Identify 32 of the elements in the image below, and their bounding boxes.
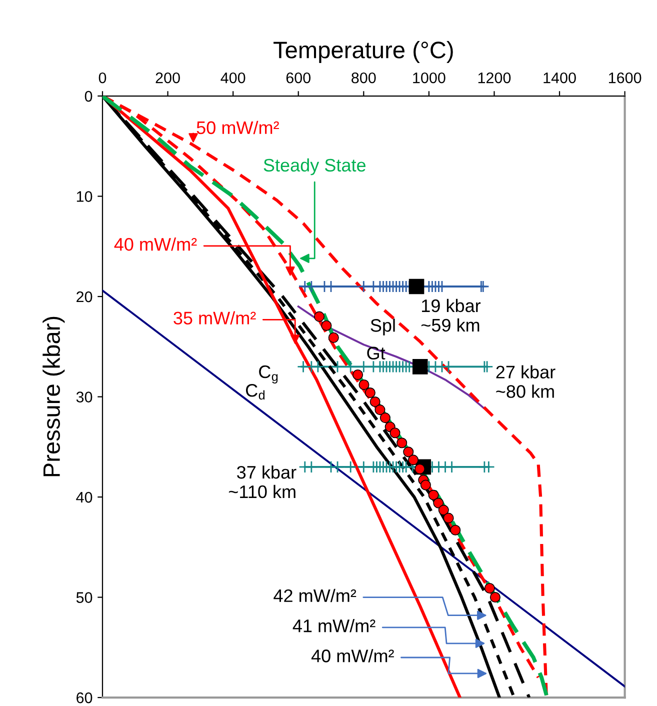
- x-tick-label: 1000: [413, 72, 446, 84]
- y-tick-label: 50: [76, 592, 92, 603]
- annotation: C$_{g}$: [259, 365, 278, 384]
- x-tick-label: 1600: [608, 72, 642, 84]
- annotation: 19 kbar ~59 km: [421, 298, 481, 332]
- x-axis-title: Temperature (°C): [274, 41, 453, 64]
- annotation: C$_{d}$: [246, 384, 265, 400]
- annotation: Gt: [367, 346, 386, 360]
- x-tick-label: 400: [220, 72, 246, 84]
- y-tick-label: 0: [84, 90, 92, 102]
- y-tick-label: 20: [76, 291, 92, 302]
- annotation: 37 kbar ~110 km: [228, 465, 296, 498]
- annotation: 50 mW/m²: [196, 120, 279, 134]
- annotation: 27 kbar ~80 km: [496, 365, 556, 398]
- y-tick-label: 60: [76, 692, 92, 704]
- y-tick-label: 10: [76, 191, 92, 202]
- annotation: 40 mW/m²: [311, 649, 394, 662]
- annotation: Spl: [370, 318, 395, 336]
- annotation: Steady State: [264, 158, 366, 176]
- x-tick-label: 0: [98, 72, 106, 84]
- x-tick-label: 600: [286, 72, 311, 84]
- annotation: 42 mW/m²: [274, 588, 356, 602]
- x-tick-label: 200: [156, 72, 180, 84]
- annotation: 41 mW/m²: [292, 619, 376, 632]
- x-tick-label: 800: [352, 72, 376, 84]
- x-tick-label: 1200: [478, 72, 511, 84]
- annotation: 40 mW/m²: [114, 238, 197, 251]
- y-tick-label: 40: [76, 492, 92, 503]
- y-axis-title: Pressure (kbar): [42, 316, 65, 476]
- annotation: 35 mW/m²: [174, 311, 256, 324]
- y-tick-label: 30: [76, 392, 92, 402]
- x-tick-label: 1400: [544, 72, 576, 84]
